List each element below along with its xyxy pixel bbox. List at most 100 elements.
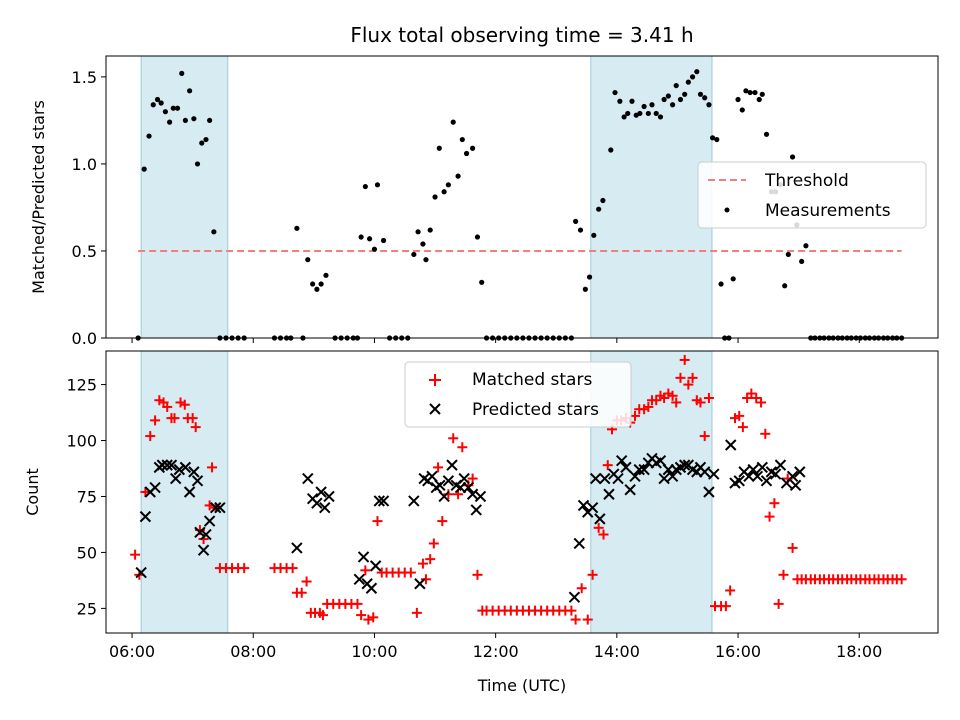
y-tick-label: 0.5 (72, 242, 97, 261)
measurement-point (591, 232, 597, 238)
predicted-star-point (197, 544, 210, 556)
matched-star-point (239, 563, 250, 574)
matched-star-point (751, 393, 762, 403)
x-tick-label: 08:00 (230, 642, 276, 661)
predicted-star-point (135, 566, 147, 579)
predicted-star-point (586, 501, 599, 514)
observing-window-band (140, 350, 229, 634)
matched-star-point (756, 397, 767, 408)
matched-star-point (593, 522, 604, 533)
matched-star-point (150, 415, 161, 426)
measurement-point (803, 243, 809, 249)
measurements-legend-swatch (724, 207, 730, 213)
measurement-point (358, 234, 364, 240)
predicted-star-point (323, 490, 335, 503)
y-tick-label: 125 (66, 376, 97, 395)
matched-star-point (764, 511, 775, 522)
predicted-star-point (165, 459, 178, 471)
measurement-point (763, 131, 770, 137)
measurement-point (182, 117, 188, 124)
measurement-point (582, 286, 588, 292)
predicted-star-point (666, 470, 679, 483)
matched-star-point (301, 576, 312, 587)
predicted-star-point (474, 490, 487, 503)
measurement-point (657, 114, 664, 120)
predicted-legend-label: Predicted stars (472, 400, 599, 420)
measurement-point (785, 251, 791, 258)
predicted-star-point (214, 501, 226, 514)
predicted-star-point (434, 479, 446, 491)
measurement-point (709, 135, 716, 141)
predicted-star-point (319, 501, 331, 514)
predicted-star-point (462, 481, 475, 494)
measurement-point (759, 91, 765, 97)
matched-star-point (703, 393, 714, 403)
measurement-point (459, 136, 465, 143)
measurement-point (669, 102, 676, 108)
predicted-star-point (747, 463, 759, 476)
predicted-star-point (789, 479, 802, 491)
measurement-point (150, 102, 156, 108)
measurement-point (436, 145, 442, 151)
measurement-point (685, 79, 691, 85)
matched-star-point (356, 610, 367, 621)
predicted-star-point (353, 573, 366, 585)
measurement-point (323, 272, 329, 278)
predicted-star-point (173, 463, 186, 476)
matched-star-point (570, 614, 581, 625)
measurement-point (470, 145, 476, 151)
measurement-point (600, 197, 606, 204)
y-tick-label: 1.5 (72, 68, 97, 87)
predicted-star-point (188, 466, 200, 478)
matched-star-point (587, 569, 598, 580)
measurement-point (423, 257, 429, 263)
measurement-point (179, 70, 185, 77)
predicted-star-point (203, 515, 216, 527)
matched-star-point (145, 431, 156, 442)
observing-window-band (590, 55, 713, 339)
predicted-star-point (620, 461, 632, 474)
predicted-star-point (200, 528, 212, 541)
measurement-point (689, 74, 696, 80)
bottom-plot-data (130, 354, 907, 625)
measurement-point (714, 136, 720, 143)
matched-star-point (169, 413, 180, 424)
matched-star-point (428, 538, 439, 549)
threshold-legend-label: Threshold (764, 171, 849, 191)
measurement-point (706, 102, 712, 108)
predicted-star-point (725, 439, 737, 451)
measurement-point (427, 227, 433, 233)
measurement-point (305, 257, 311, 263)
matched-star-point (602, 460, 613, 471)
predicted-star-point (708, 468, 720, 480)
predicted-star-point (624, 484, 636, 496)
matched-star-point (130, 549, 141, 560)
matched-star-point (472, 569, 483, 580)
predicted-legend-swatch (429, 403, 441, 415)
matched-star-point (630, 410, 641, 421)
measurement-point (380, 237, 387, 244)
measurement-point (718, 281, 724, 287)
measurement-point (362, 183, 368, 190)
predicted-star-point (377, 495, 390, 507)
matched-star-point (683, 379, 694, 390)
observing-window-band (140, 55, 229, 339)
measurement-point (187, 88, 193, 94)
matched-legend-label: Matched stars (472, 370, 592, 390)
bottom-axes-ticks: 25 50 75 100 125 06:00 08:00 10:00 12:00 14:00 16:… (66, 376, 882, 661)
measurement-point (445, 182, 451, 188)
predicted-star-point (169, 472, 182, 485)
matched-star-point (737, 422, 748, 433)
measurement-point (799, 258, 805, 265)
matched-star-point (360, 565, 371, 576)
predicted-star-point (638, 463, 650, 476)
matched-star-point (734, 410, 745, 421)
observing-window-shading (140, 55, 713, 339)
top-panel: 0.0 0.5 1.0 1.5 Flux total observing time =… (29, 23, 939, 348)
matched-star-point (411, 607, 422, 618)
measurement-point (455, 173, 461, 179)
measurement-point (411, 251, 417, 258)
matched-star-point (417, 558, 428, 569)
predicted-star-point (615, 454, 628, 467)
